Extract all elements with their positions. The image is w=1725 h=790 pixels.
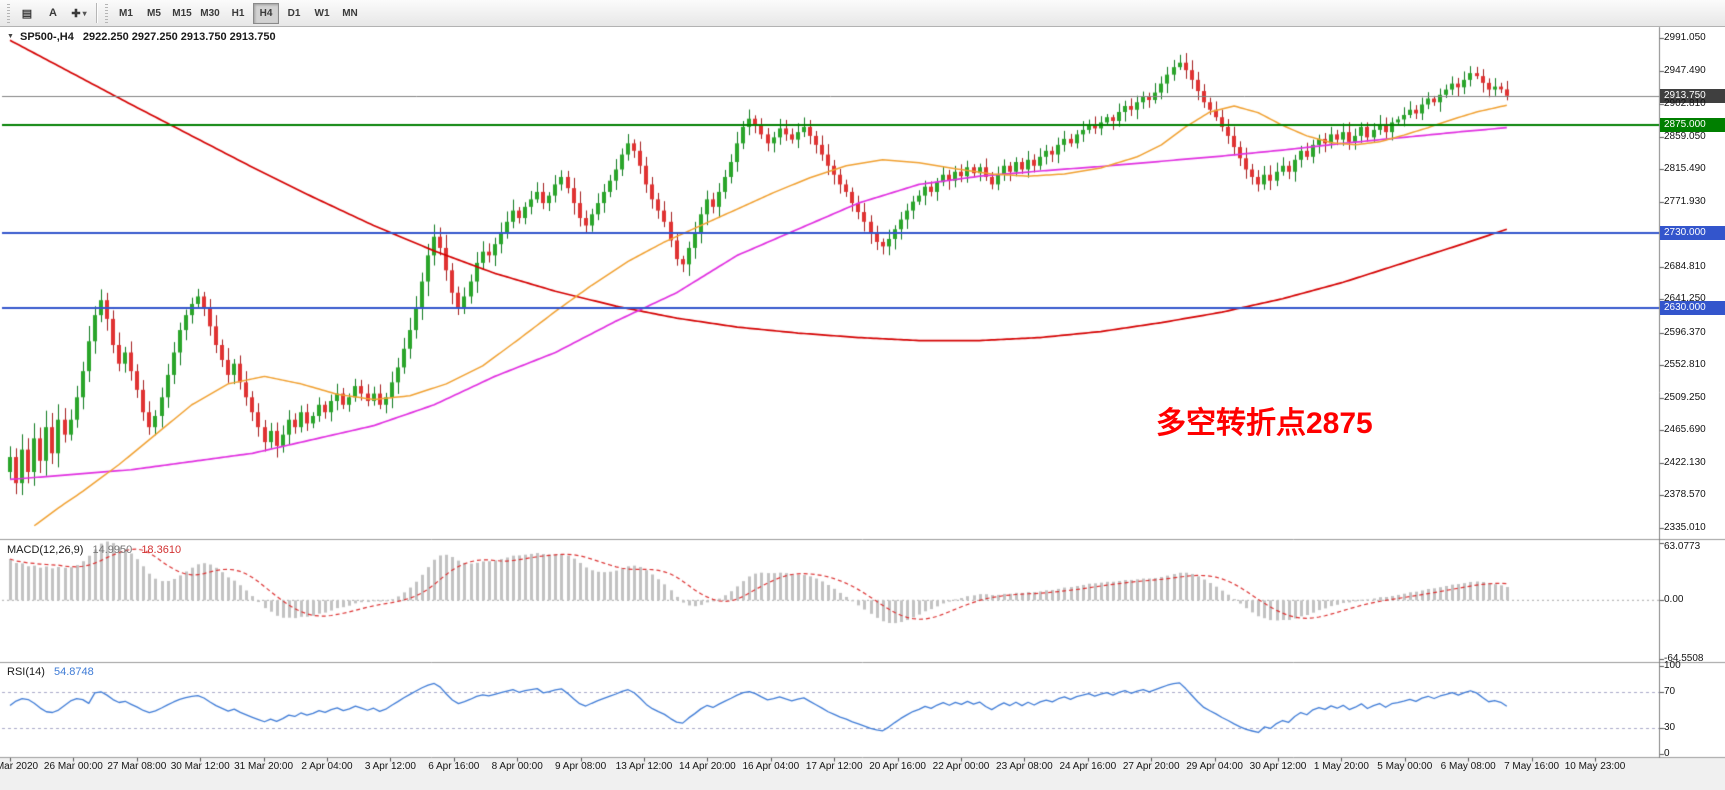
timeframe-button-w1[interactable]: W1 <box>309 3 335 24</box>
timeframe-button-mn[interactable]: MN <box>337 3 363 24</box>
toolbar-separator <box>96 3 97 23</box>
timeframe-button-d1[interactable]: D1 <box>281 3 307 24</box>
annotations-button[interactable]: A <box>41 3 65 24</box>
timeframe-button-m1[interactable]: M1 <box>113 3 139 24</box>
toolbar-grip-2[interactable] <box>105 3 108 23</box>
timeframe-button-h4[interactable]: H4 <box>253 2 279 24</box>
timeframe-button-h1[interactable]: H1 <box>225 3 251 24</box>
toolbar: ▤ A ✚ ▾ M1 M5 M15 M30 H1 H4 D1 W1 MN <box>0 0 1725 27</box>
toolbar-grip[interactable] <box>7 3 10 23</box>
timeframe-button-m5[interactable]: M5 <box>141 3 167 24</box>
chart-window-icon[interactable]: ▤ <box>15 3 39 24</box>
timeframe-button-m15[interactable]: M15 <box>169 3 195 24</box>
timeframe-toolbar: M1 M5 M15 M30 H1 H4 D1 W1 MN <box>112 2 364 24</box>
chevron-down-icon: ▾ <box>82 8 87 18</box>
timeframe-button-m30[interactable]: M30 <box>197 3 223 24</box>
crosshair-tool-button[interactable]: ✚ ▾ <box>67 3 91 24</box>
crosshair-icon: ✚ <box>71 7 81 20</box>
